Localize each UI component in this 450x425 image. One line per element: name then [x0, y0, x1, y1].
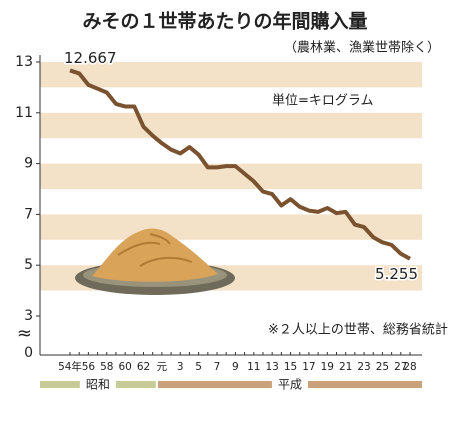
y-break-label: 0 — [24, 345, 33, 361]
x-tick-label: 62 — [137, 361, 150, 373]
x-tick-label: 5 — [195, 361, 202, 373]
miso-mound — [92, 228, 218, 282]
x-tick-label: 28 — [403, 361, 416, 373]
y-tick-label: 5 — [24, 257, 33, 273]
era-label-bg — [271, 376, 308, 393]
unit-label: 単位=キログラム — [272, 93, 374, 109]
break-symbol: ≈ — [17, 323, 32, 344]
y-tick-label: 3 — [24, 308, 33, 324]
value-label: 5.255 — [375, 265, 418, 283]
x-tick-label: 3 — [177, 361, 184, 373]
x-tick-label: 23 — [357, 361, 370, 373]
miso-illustration — [75, 228, 235, 295]
era-label: 昭和 — [86, 378, 110, 392]
x-tick-label: 58 — [100, 361, 113, 373]
x-tick-label: 17 — [302, 361, 315, 373]
x-tick-label: 60 — [118, 361, 131, 373]
era-label-bg — [79, 376, 116, 393]
x-tick-label: 27 — [394, 361, 407, 373]
x-tick-label: 56 — [82, 361, 96, 373]
y-tick-label: 9 — [24, 156, 33, 172]
y-tick-label: 13 — [15, 54, 33, 70]
x-tick-label: 19 — [321, 361, 334, 373]
y-tick-label: 11 — [15, 105, 33, 121]
chart-title: みその１世帯あたりの年間購入量 — [82, 10, 367, 33]
x-tick-label: 54年 — [58, 360, 82, 373]
x-tick-label: 11 — [247, 361, 260, 373]
x-tick-label: 25 — [376, 361, 389, 373]
x-tick-label: 7 — [214, 361, 221, 373]
value-label: 12.667 — [64, 49, 117, 67]
x-tick-label: 15 — [284, 361, 297, 373]
era-label: 平成 — [278, 378, 302, 392]
band — [40, 112, 422, 139]
note: ※２人以上の世帯、総務省統計 — [268, 322, 448, 338]
x-tick-label: 9 — [232, 361, 239, 373]
data-line — [69, 68, 411, 261]
x-tick-label: 21 — [339, 361, 352, 373]
y-tick-label: 7 — [24, 206, 33, 222]
chart-subtitle: （農林業、漁業世帯除く） — [284, 40, 440, 56]
miso-texture — [117, 233, 193, 267]
x-tick-label: 元 — [157, 361, 168, 373]
x-tick-label: 13 — [265, 361, 278, 373]
band — [40, 62, 422, 88]
